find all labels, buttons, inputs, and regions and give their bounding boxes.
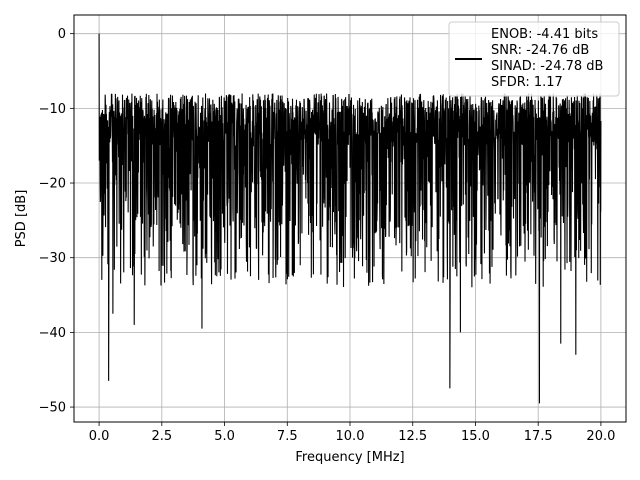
x-axis-ticks: 0.0 2.5 5.0 7.5 10.0 12.5 15.0 17.5 20.0 (89, 422, 615, 444)
y-tick-label: −20 (39, 177, 66, 192)
y-tick-label: −50 (39, 401, 66, 416)
x-tick-label: 15.0 (461, 429, 490, 444)
x-tick-label: 2.5 (151, 429, 172, 444)
legend-entry-line: SFDR: 1.17 (491, 75, 563, 90)
psd-trace (98, 33, 602, 404)
x-tick-label: 10.0 (336, 429, 365, 444)
series-layer (98, 33, 602, 404)
x-axis-label: Frequency [MHz] (295, 450, 404, 465)
x-tick-label: 17.5 (524, 429, 553, 444)
legend-entry-line: ENOB: -4.41 bits (491, 27, 598, 42)
legend-entry-line: SNR: -24.76 dB (491, 43, 589, 58)
y-tick-label: −30 (39, 251, 66, 266)
y-tick-label: −10 (39, 102, 66, 117)
y-axis-label: PSD [dB] (14, 190, 29, 248)
x-tick-label: 5.0 (214, 429, 235, 444)
x-tick-label: 12.5 (398, 429, 427, 444)
legend-entry-line: SINAD: -24.78 dB (491, 59, 603, 74)
y-tick-label: −40 (39, 326, 66, 341)
legend-box (448, 21, 620, 97)
y-tick-label: 0 (58, 27, 66, 42)
x-tick-label: 7.5 (277, 429, 298, 444)
x-tick-label: 20.0 (586, 429, 615, 444)
x-tick-label: 0.0 (89, 429, 110, 444)
y-axis-ticks: 0 −10 −20 −30 −40 −50 (39, 27, 74, 416)
